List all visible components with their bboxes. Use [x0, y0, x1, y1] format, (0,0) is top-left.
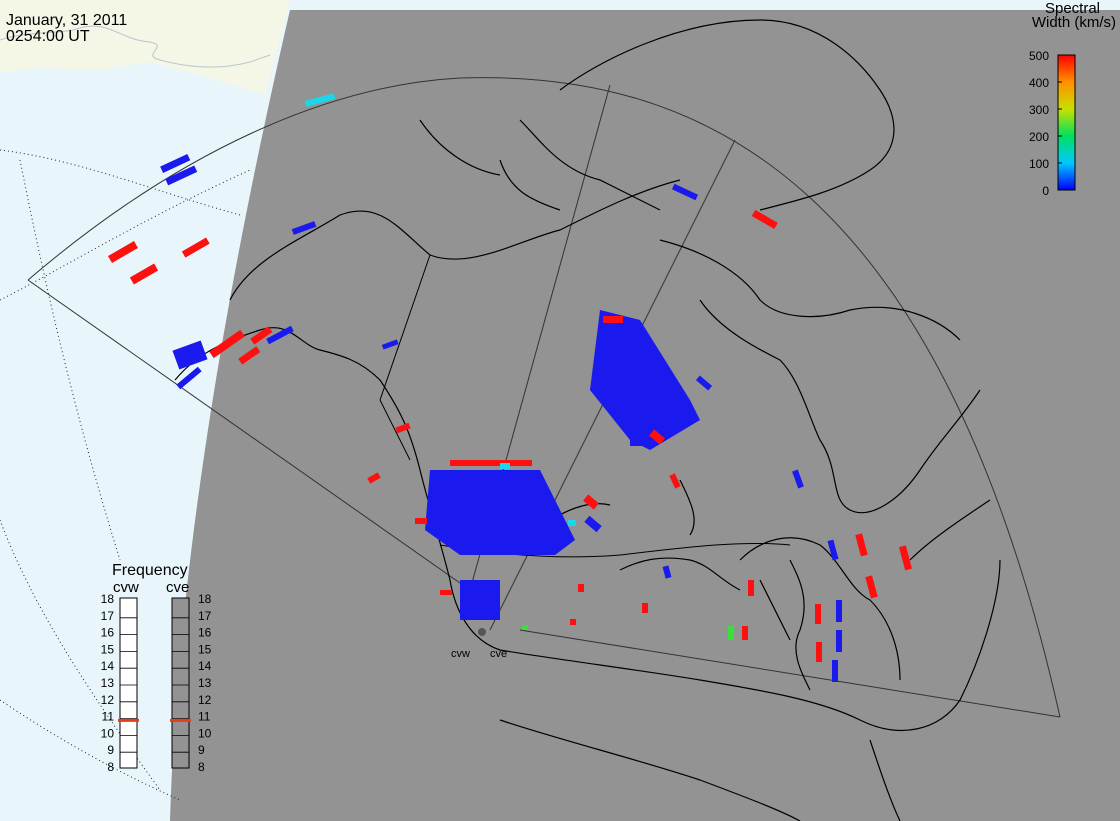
colorbar-title-line1: Spectral — [1045, 0, 1100, 17]
colorbar-tick-label: 300 — [1029, 103, 1049, 117]
frequency-tick-label-cve: 14 — [198, 659, 212, 673]
frequency-tick-label-cvw: 17 — [101, 609, 115, 623]
daylight-land — [0, 0, 290, 95]
colorbar-tick-label: 100 — [1029, 157, 1049, 171]
radar-scatter-mid-width — [304, 93, 734, 640]
colorbar-tick-label: 200 — [1029, 130, 1049, 144]
daylight-land-coast — [0, 25, 271, 68]
frequency-tick-label-cvw: 16 — [101, 626, 115, 640]
colorbar-title-line2: Width (km/s) — [1032, 14, 1116, 31]
colorbar-tick-label: 0 — [1042, 184, 1049, 198]
frequency-tick-label-cve: 11 — [198, 710, 211, 724]
frequency-tick-label-cve: 9 — [198, 743, 205, 757]
frequency-tick-label-cve: 10 — [198, 726, 212, 740]
frequency-tick-label-cvw: 9 — [107, 743, 114, 757]
spectral-width-colorbar: Spectral Width (km/s) 500 400 300 200 100 0 — [1029, 0, 1116, 198]
frequency-bar-cve — [171, 597, 190, 769]
colorbar-ticks: 500 400 300 200 100 0 — [1029, 49, 1062, 198]
frequency-ticks: 18 18 17 17 16 16 15 15 14 14 13 13 12 12 11 11 10 10 9 9 8 8 — [101, 592, 212, 774]
station-label-cve: cve — [490, 648, 507, 660]
frequency-tick-label-cvw: 13 — [101, 676, 115, 690]
frequency-tick-label-cvw: 18 — [101, 592, 115, 606]
station-dot-icon — [478, 628, 486, 636]
coastlines — [174, 19, 1001, 821]
frequency-tick-label-cvw: 12 — [101, 693, 115, 707]
station-label-cvw: cvw — [451, 648, 470, 660]
frequency-panel: Frequency cvw cve 18 18 17 17 16 16 15 15 14 14 13… — [101, 562, 212, 774]
frequency-tick-label-cvw: 8 — [107, 760, 114, 774]
frequency-tick-label-cvw: 15 — [101, 642, 115, 656]
colorbar-tick-label: 400 — [1029, 76, 1049, 90]
frequency-radar-cvw: cvw — [113, 579, 139, 596]
frequency-tick-label-cve: 13 — [198, 676, 212, 690]
frequency-tick-label-cve: 16 — [198, 626, 212, 640]
colorbar-gradient — [1057, 54, 1076, 191]
frequency-radar-cve: cve — [166, 579, 189, 596]
radar-scatter-high-width — [108, 209, 912, 662]
frequency-tick-label-cvw: 14 — [101, 659, 115, 673]
frequency-tick-label-cve: 15 — [198, 642, 212, 656]
frequency-tick-label-cve: 17 — [198, 609, 212, 623]
radar-station-markers: cvw cve — [451, 628, 507, 660]
frequency-tick-label-cvw: 10 — [101, 726, 115, 740]
frequency-title: Frequency — [112, 562, 188, 579]
colorbar-tick-label: 500 — [1029, 49, 1049, 63]
frequency-tick-label-cve: 8 — [198, 760, 205, 774]
time-label: 0254:00 UT — [6, 28, 90, 45]
frequency-tick-label-cvw: 11 — [102, 710, 115, 724]
date-label: January, 31 2011 — [6, 12, 127, 29]
frequency-tick-label-cve: 18 — [198, 592, 212, 606]
radar-scatter-low-width — [160, 153, 842, 682]
frequency-bar-cvw — [119, 597, 138, 769]
frequency-tick-label-cve: 12 — [198, 693, 212, 707]
